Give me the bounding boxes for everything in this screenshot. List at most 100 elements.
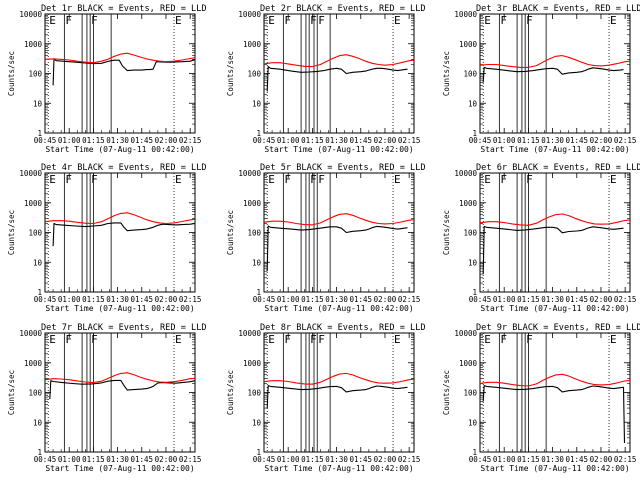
x-tick-label: 01:45 bbox=[130, 136, 153, 145]
y-tick-label: 1000 bbox=[24, 199, 43, 208]
events-series-line bbox=[49, 379, 196, 400]
marker-label-e: E bbox=[484, 14, 491, 27]
x-tick-label: 00:45 bbox=[253, 455, 276, 464]
x-tick-label: 01:45 bbox=[349, 295, 372, 304]
marker-label-f: F bbox=[65, 14, 72, 27]
y-tick-label: 1000 bbox=[459, 199, 478, 208]
x-tick-label: 01:15 bbox=[301, 455, 324, 464]
marker-label-e: E bbox=[49, 173, 56, 186]
x-tick-label: 02:15 bbox=[614, 455, 637, 464]
y-tick-label: 100 bbox=[463, 229, 477, 238]
x-tick-label: 01:15 bbox=[82, 295, 105, 304]
x-tick-label: 01:00 bbox=[493, 136, 516, 145]
plot-frame bbox=[479, 332, 631, 453]
plot-frame bbox=[44, 332, 196, 453]
x-tick-label: 02:00 bbox=[155, 295, 178, 304]
panel-title: Det 3r BLACK = Events, RED = LLD bbox=[476, 4, 640, 14]
marker-label-f: F bbox=[310, 173, 317, 186]
y-tick-label: 1000 bbox=[459, 359, 478, 368]
y-axis-label: Counts/sec bbox=[7, 210, 16, 255]
x-axis-label: Start Time (07-Aug-11 00:42:00) bbox=[480, 304, 629, 313]
y-tick-label: 1 bbox=[37, 448, 42, 457]
lld-series-line bbox=[44, 372, 196, 384]
x-tick-label: 01:15 bbox=[301, 295, 324, 304]
x-axis-label: Start Time (07-Aug-11 00:42:00) bbox=[45, 304, 194, 313]
y-tick-label: 1000 bbox=[243, 40, 262, 49]
plot-frame bbox=[263, 332, 415, 453]
plot-frame bbox=[263, 172, 415, 293]
plot-frame bbox=[479, 172, 631, 293]
x-tick-label: 00:45 bbox=[253, 295, 276, 304]
x-tick-label: 02:15 bbox=[179, 455, 202, 464]
x-tick-label: 01:00 bbox=[277, 295, 300, 304]
y-tick-label: 1000 bbox=[24, 40, 43, 49]
y-tick-label: 10000 bbox=[454, 329, 477, 338]
x-tick-label: 02:00 bbox=[590, 455, 613, 464]
plot-frame bbox=[44, 13, 196, 134]
x-tick-label: 01:15 bbox=[517, 295, 540, 304]
x-tick-label: 01:00 bbox=[58, 136, 81, 145]
y-tick-label: 10000 bbox=[19, 329, 42, 338]
x-tick-label: 02:15 bbox=[179, 136, 202, 145]
y-tick-label: 100 bbox=[247, 70, 261, 79]
x-axis-label: Start Time (07-Aug-11 00:42:00) bbox=[45, 145, 194, 154]
x-tick-label: 01:45 bbox=[349, 136, 372, 145]
marker-label-e: E bbox=[484, 333, 491, 346]
y-tick-label: 1000 bbox=[243, 359, 262, 368]
y-tick-label: 1000 bbox=[24, 359, 43, 368]
x-tick-label: 01:00 bbox=[58, 295, 81, 304]
lld-series-line bbox=[44, 52, 196, 64]
y-tick-label: 1 bbox=[472, 288, 477, 297]
y-tick-label: 10000 bbox=[19, 10, 42, 19]
x-tick-label: 02:15 bbox=[398, 295, 421, 304]
x-tick-label: 01:30 bbox=[325, 136, 348, 145]
x-tick-label: 01:45 bbox=[565, 295, 588, 304]
marker-label-f: F bbox=[91, 173, 98, 186]
y-tick-label: 1000 bbox=[459, 40, 478, 49]
y-tick-label: 10000 bbox=[238, 10, 261, 19]
marker-label-f: F bbox=[526, 14, 533, 27]
y-tick-label: 1 bbox=[37, 288, 42, 297]
y-tick-label: 10000 bbox=[19, 169, 42, 178]
x-tick-label: 01:45 bbox=[565, 455, 588, 464]
y-tick-label: 10000 bbox=[238, 169, 261, 178]
x-tick-label: 01:15 bbox=[82, 455, 105, 464]
marker-label-f: F bbox=[526, 333, 533, 346]
marker-label-e: E bbox=[49, 333, 56, 346]
x-axis-label: Start Time (07-Aug-11 00:42:00) bbox=[480, 464, 629, 473]
x-tick-label: 01:30 bbox=[106, 295, 129, 304]
x-tick-label: 02:00 bbox=[374, 136, 397, 145]
y-tick-label: 100 bbox=[463, 70, 477, 79]
x-tick-label: 00:45 bbox=[469, 455, 492, 464]
x-tick-label: 01:30 bbox=[325, 295, 348, 304]
x-tick-label: 01:00 bbox=[493, 455, 516, 464]
marker-label-f: F bbox=[91, 14, 98, 27]
marker-label-e: E bbox=[394, 14, 401, 27]
x-tick-label: 01:30 bbox=[325, 455, 348, 464]
x-tick-label: 02:15 bbox=[179, 295, 202, 304]
marker-label-f: F bbox=[310, 333, 317, 346]
x-axis-label: Start Time (07-Aug-11 00:42:00) bbox=[264, 464, 413, 473]
y-tick-label: 1 bbox=[472, 129, 477, 138]
marker-label-e: E bbox=[610, 333, 617, 346]
y-tick-label: 10000 bbox=[238, 329, 261, 338]
marker-label-f: F bbox=[65, 333, 72, 346]
marker-label-e: E bbox=[268, 14, 275, 27]
marker-label-f: F bbox=[500, 333, 507, 346]
x-tick-label: 01:15 bbox=[517, 136, 540, 145]
y-axis-label: Counts/sec bbox=[7, 51, 16, 96]
marker-label-e: E bbox=[49, 14, 56, 27]
y-tick-label: 10000 bbox=[454, 10, 477, 19]
events-series-line bbox=[266, 225, 408, 272]
marker-label-f: F bbox=[318, 173, 325, 186]
marker-label-e: E bbox=[268, 173, 275, 186]
x-tick-label: 01:45 bbox=[565, 136, 588, 145]
y-tick-label: 10 bbox=[468, 258, 478, 267]
lld-series-line bbox=[479, 55, 631, 68]
marker-label-f: F bbox=[500, 14, 507, 27]
panel-title: Det 2r BLACK = Events, RED = LLD bbox=[260, 4, 426, 14]
lld-series-line bbox=[263, 372, 415, 385]
